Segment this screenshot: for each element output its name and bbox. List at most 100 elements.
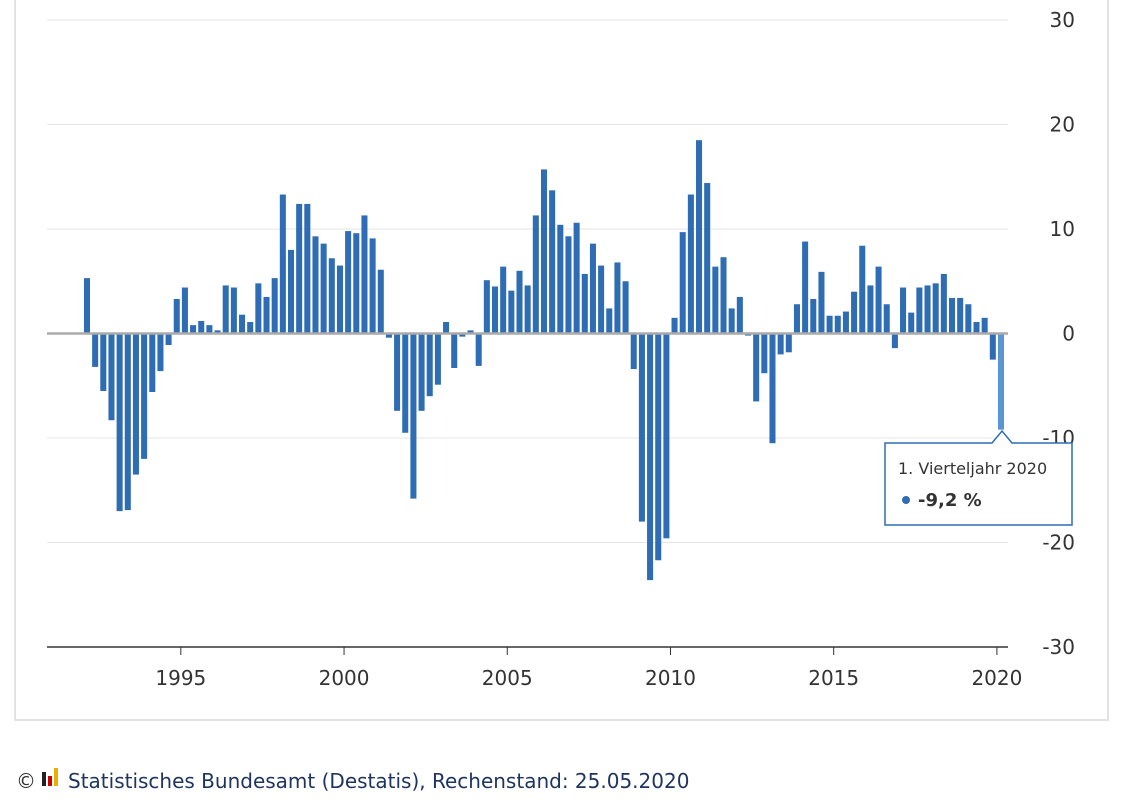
bar: [483, 280, 490, 334]
bar: [385, 333, 392, 338]
bar: [883, 304, 890, 334]
bar: [361, 215, 368, 334]
x-tick-label: 1995: [155, 666, 206, 690]
bar: [320, 243, 327, 334]
bar: [622, 281, 629, 334]
bar: [834, 315, 841, 334]
bar: [230, 287, 237, 334]
bar: [532, 215, 539, 334]
bar: [426, 333, 433, 397]
bar: [492, 286, 499, 334]
tooltip-title: 1. Vierteljahr 2020: [898, 459, 1047, 478]
y-tick-label: -20: [1042, 531, 1075, 555]
bar: [940, 273, 947, 334]
y-tick-label: 0: [1062, 322, 1075, 346]
bar: [957, 297, 964, 334]
bar: [679, 232, 686, 334]
bar: [606, 308, 613, 334]
y-tick-label: 10: [1050, 217, 1075, 241]
bar: [394, 333, 401, 411]
copyright: ©: [16, 769, 36, 793]
y-tick-label: 20: [1050, 113, 1075, 137]
tooltip: 1. Vierteljahr 2020 -9,2 %: [884, 429, 1073, 526]
bar: [459, 333, 466, 337]
bar: [965, 304, 972, 334]
bar: [802, 241, 809, 334]
bar: [500, 266, 507, 334]
y-tick-label: -30: [1042, 635, 1075, 659]
bar: [247, 322, 254, 334]
source: Statistisches Bundesamt (Destatis), Rech…: [68, 769, 689, 793]
bar: [777, 333, 784, 355]
bar: [818, 271, 825, 334]
card: [14, 0, 1109, 721]
bar: [924, 285, 931, 334]
bar: [540, 169, 548, 334]
bar: [761, 333, 768, 374]
bar: [647, 333, 654, 581]
bar: [793, 304, 800, 334]
bar: [948, 297, 956, 334]
bar: [663, 333, 670, 539]
bar: [271, 278, 278, 334]
bar: [443, 322, 450, 334]
tooltip-value: -9,2 %: [918, 490, 982, 511]
bar: [598, 265, 605, 334]
bar: [279, 194, 286, 334]
bar: [704, 183, 711, 334]
bar: [108, 333, 115, 421]
bar: [116, 333, 123, 512]
bar: [336, 265, 343, 334]
bar: [859, 245, 866, 334]
bar: [989, 333, 996, 360]
bar: [124, 333, 131, 511]
bar: [916, 287, 923, 334]
bar: [467, 330, 474, 334]
bar: [908, 312, 915, 334]
bar: [410, 333, 417, 499]
bar: [475, 333, 482, 366]
bar: [149, 333, 156, 393]
bar: [655, 333, 662, 561]
bar: [810, 299, 817, 334]
bar: [345, 231, 352, 334]
bar: [720, 257, 727, 334]
bar: [255, 283, 262, 334]
bar: [728, 308, 735, 334]
bar: [671, 317, 678, 334]
bar: [638, 333, 645, 522]
bar: [573, 222, 580, 334]
bar: [402, 333, 409, 433]
bar: [891, 333, 898, 349]
bar: [312, 236, 319, 334]
bar: [981, 317, 988, 334]
bar: [369, 238, 376, 334]
bar: [198, 320, 205, 334]
bar: [932, 283, 939, 334]
bar: [687, 194, 694, 334]
bar: [418, 333, 425, 411]
bar: [851, 291, 858, 334]
x-tick-label: 2010: [645, 666, 696, 690]
x-tick-label: 2000: [319, 666, 370, 690]
bar: [696, 140, 703, 334]
bar: [516, 270, 523, 334]
bar: [206, 325, 213, 334]
bar: [508, 290, 515, 334]
bar: [769, 333, 776, 444]
bar: [296, 203, 303, 334]
x-tick-label: 2005: [482, 666, 533, 690]
bar: [328, 258, 335, 334]
bar: [842, 311, 849, 334]
bar: [173, 299, 180, 334]
bar: [900, 287, 907, 334]
bar: [287, 249, 295, 334]
bar: [434, 333, 441, 385]
bar: [997, 333, 1005, 430]
bar: [549, 190, 556, 334]
logo: [42, 768, 58, 786]
bar: [100, 333, 107, 391]
bar: [614, 262, 621, 334]
